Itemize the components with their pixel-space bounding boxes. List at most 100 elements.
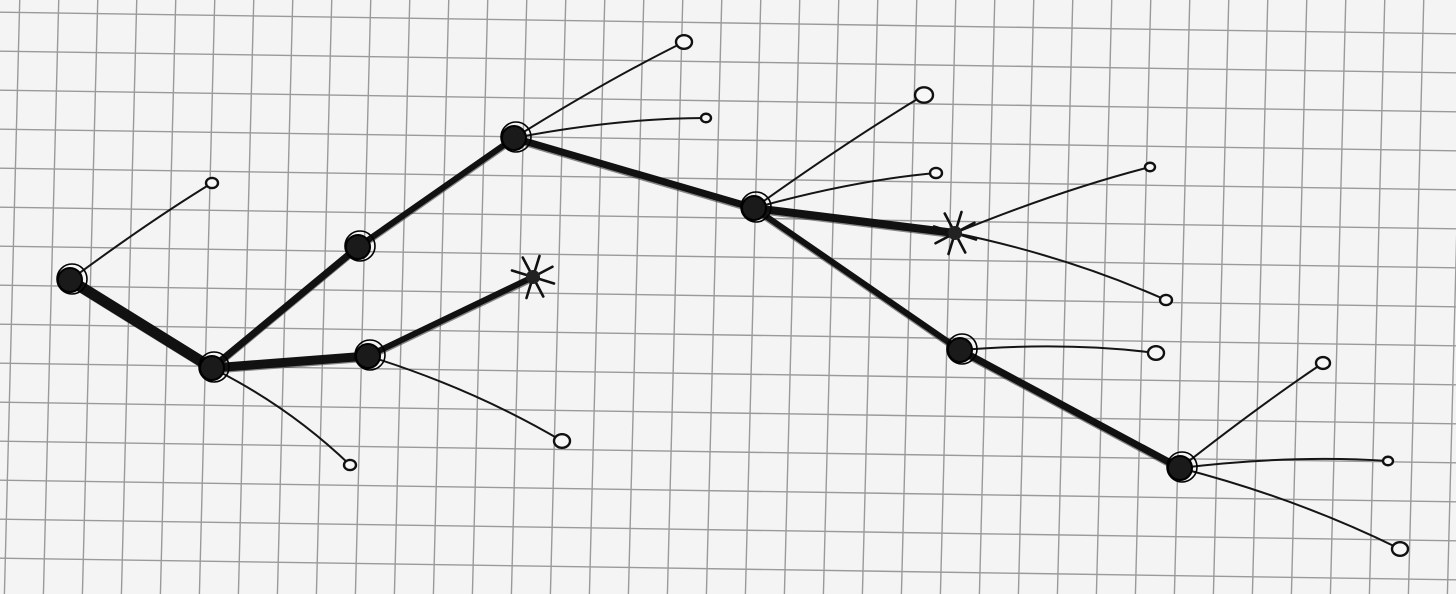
knot-node-outline [344, 230, 376, 262]
knot-node [741, 195, 767, 221]
grid-line-vertical [822, 0, 840, 594]
grid-line-vertical [1017, 0, 1035, 594]
grid-line-vertical [1290, 0, 1308, 594]
knot-node [199, 355, 225, 381]
star-node [932, 210, 978, 256]
leaf-node [913, 86, 935, 104]
knot-node [355, 343, 381, 369]
leaf-node [1146, 345, 1166, 362]
twig-line [367, 355, 563, 442]
grid-line-vertical [81, 0, 99, 594]
grid-line-vertical [120, 0, 138, 594]
trunk-edge [208, 243, 362, 372]
grid-line-horizontal [0, 401, 1456, 425]
grid-line-vertical [1251, 0, 1269, 594]
grid-line-vertical [588, 0, 606, 594]
twig-edges [69, 41, 1401, 550]
leaf-node [699, 112, 713, 124]
trunk-edge [207, 351, 373, 373]
grid-line-vertical [1368, 0, 1386, 594]
grid-line-vertical [198, 0, 216, 594]
grid-line-vertical [159, 0, 177, 594]
trunk-edge [751, 205, 963, 353]
trunk-edges [64, 134, 1184, 474]
leaf-node [342, 458, 358, 472]
twig-line [1179, 457, 1389, 469]
grid-line-horizontal [0, 479, 1456, 503]
leaf-node [928, 166, 944, 180]
grid-line-horizontal [0, 557, 1456, 581]
leaf-node [204, 176, 220, 190]
grid-line-vertical [744, 0, 762, 594]
grid-line-horizontal [0, 89, 1456, 113]
grid-line-vertical [276, 0, 294, 594]
grid-line-vertical [705, 0, 723, 594]
grid-line-horizontal [0, 206, 1456, 230]
trunk-edge [355, 135, 517, 250]
twig-line [1179, 362, 1324, 469]
knot-node [501, 125, 527, 151]
knot-node-outline [500, 121, 532, 153]
grid-line-vertical [900, 0, 918, 594]
twig-line [954, 166, 1151, 234]
leaf-node [1143, 161, 1157, 173]
grid-line-vertical [3, 0, 21, 594]
grid-line-vertical [666, 0, 684, 594]
grid-line-horizontal [0, 284, 1456, 308]
grid-line-horizontal [0, 11, 1456, 35]
knot-node [57, 267, 83, 293]
grid-line-horizontal [0, 167, 1456, 191]
leaf-node [552, 433, 572, 450]
grid-line-horizontal [0, 128, 1456, 152]
grid-line-vertical [1407, 0, 1425, 594]
grid-line-vertical [1329, 0, 1347, 594]
grid-line-vertical [627, 0, 645, 594]
twig-line [69, 182, 213, 281]
leaf-node [1381, 455, 1395, 467]
grid-line-vertical [783, 0, 801, 594]
trunk-edge [64, 274, 218, 374]
grid-line-horizontal [0, 440, 1456, 464]
twig-line [954, 232, 1167, 301]
grid-line-vertical [861, 0, 879, 594]
grid-line-vertical [510, 0, 528, 594]
twig-line [753, 172, 937, 209]
grid-line-vertical [1095, 0, 1113, 594]
knot-node-outline [946, 333, 978, 365]
twig-line [513, 117, 707, 139]
star-center [526, 270, 540, 284]
twig-line [959, 345, 1157, 354]
knot-node-outline [1166, 451, 1198, 483]
grid-line-horizontal [0, 50, 1456, 74]
knot-node [947, 337, 973, 363]
grid-line-vertical [1173, 0, 1191, 594]
trunk-edge [956, 346, 1184, 472]
star-node [510, 254, 556, 300]
grid-line-vertical [393, 0, 411, 594]
grid-line-vertical [1446, 234, 1456, 594]
trunk-edge [365, 274, 536, 359]
grid-line-horizontal [0, 245, 1456, 269]
grid-line-vertical [549, 0, 567, 594]
leaf-node [1158, 293, 1174, 307]
knot-node-outline [740, 191, 772, 223]
leaf-node [1390, 541, 1410, 558]
grid-line-vertical [978, 0, 996, 594]
trunk-edge [750, 204, 959, 237]
knot-node-outline [198, 351, 230, 383]
knot-node [1167, 455, 1193, 481]
star-center [948, 226, 962, 240]
knot-node-outline [354, 339, 386, 371]
diagram-nodes [56, 34, 1410, 558]
twig-line [1179, 467, 1401, 550]
twig-line [211, 367, 351, 466]
grid-line-vertical [939, 0, 957, 594]
leaf-node [1314, 355, 1332, 371]
grid-line-vertical [432, 0, 450, 594]
knot-node-outline [56, 263, 88, 295]
grid-line-vertical [237, 0, 255, 594]
grid-line-horizontal [0, 323, 1456, 347]
twig-line [513, 41, 685, 139]
